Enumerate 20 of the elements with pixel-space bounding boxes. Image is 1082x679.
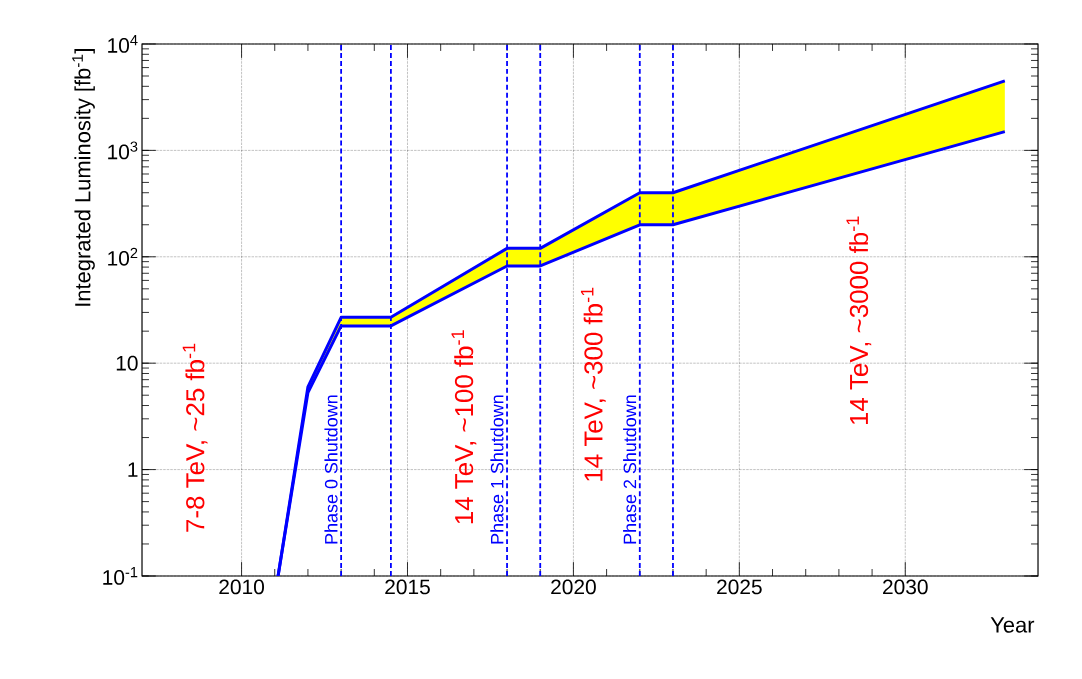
annotation: 14 TeV, ~3000 fb$^{-1}$ bbox=[846, 216, 872, 425]
annotation: 14 TeV, ~300 fb$^{-1}$ bbox=[580, 287, 606, 481]
y-tick-label: 1 bbox=[128, 462, 138, 477]
x-axis-title: Year bbox=[990, 617, 1035, 633]
ref-line-label: Phase 0 Shutdown bbox=[324, 395, 338, 544]
x-tick-label: 2025 bbox=[717, 579, 762, 595]
y-tick-label: 10$^{-1}$ bbox=[103, 567, 138, 585]
x-tick-label: 2015 bbox=[385, 579, 430, 595]
y-tick-label: 10 bbox=[116, 355, 138, 371]
y-tick-label: 10$^{3}$ bbox=[108, 141, 138, 160]
y-tick-label: 10$^{4}$ bbox=[108, 35, 138, 53]
y-axis-title: Integrated Luminosity [fb$^{-1}$] bbox=[72, 49, 95, 306]
annotation: 14 TeV, ~100 fb$^{-1}$ bbox=[451, 330, 477, 524]
x-tick-label: 2010 bbox=[219, 579, 264, 595]
ref-line-label: Phase 2 Shutdown bbox=[623, 395, 637, 544]
x-tick-label: 2030 bbox=[883, 579, 928, 595]
y-tick-label: 10$^{2}$ bbox=[108, 247, 138, 266]
x-tick-label: 2020 bbox=[551, 579, 596, 595]
annotation: 7-8 TeV, ~25 fb$^{-1}$ bbox=[182, 343, 208, 532]
ref-line-label: Phase 1 Shutdown bbox=[490, 395, 504, 544]
